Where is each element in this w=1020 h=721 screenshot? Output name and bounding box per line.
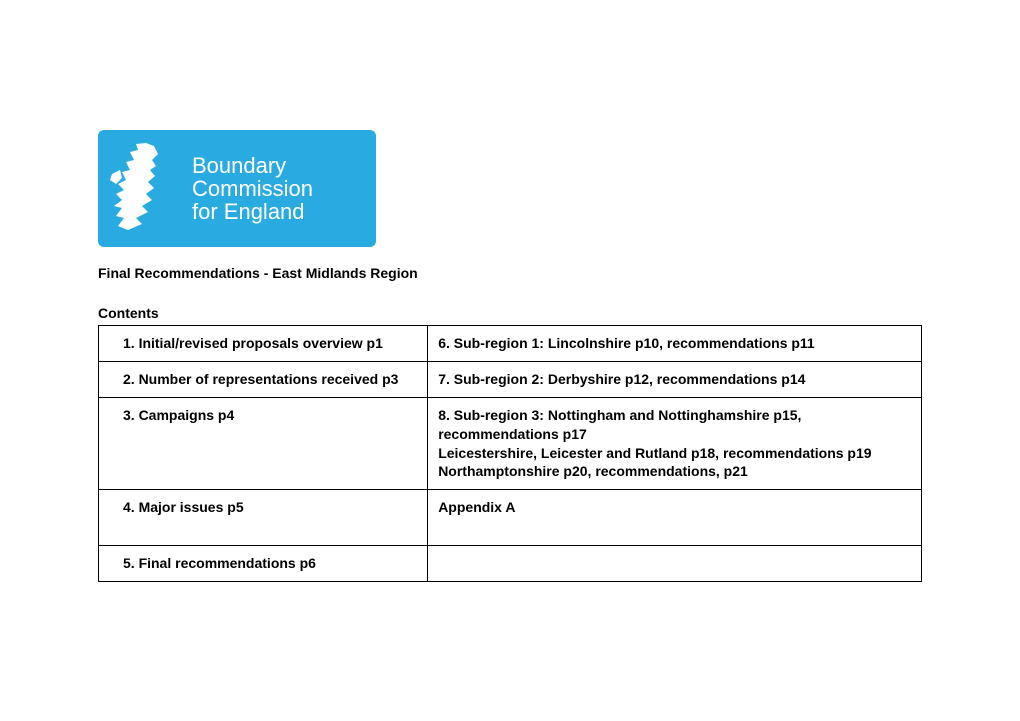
logo-line-2: Commission [192,177,313,200]
logo-line-1: Boundary [192,154,313,177]
table-cell-left: 5. Final recommendations p6 [99,546,428,582]
table-cell-right: 6. Sub-region 1: Lincolnshire p10, recom… [428,326,922,362]
table-cell-left: 4. Major issues p5 [99,490,428,546]
contents-heading: Contents [98,305,922,321]
uk-map-icon [108,140,178,237]
cell-text: Leicestershire, Leicester and Rutland p1… [438,445,871,461]
table-row: 1. Initial/revised proposals overview p1… [99,326,922,362]
cell-text: 1. Initial/revised proposals overview p1 [109,334,383,353]
logo-text: Boundary Commission for England [192,154,313,223]
logo-line-3: for England [192,200,313,223]
table-cell-right: 8. Sub-region 3: Nottingham and Nottingh… [428,397,922,490]
document-title: Final Recommendations - East Midlands Re… [98,265,922,281]
table-cell-right: Appendix A [428,490,922,546]
table-cell-right: 7. Sub-region 2: Derbyshire p12, recomme… [428,361,922,397]
table-cell-right [428,546,922,582]
table-row: 3. Campaigns p4 8. Sub-region 3: Nottingh… [99,397,922,490]
contents-table: 1. Initial/revised proposals overview p1… [98,325,922,582]
cell-text: 8. Sub-region 3: Nottingham and Nottingh… [438,407,801,442]
table-cell-left: 1. Initial/revised proposals overview p1 [99,326,428,362]
table-cell-left: 2. Number of representations received p3 [99,361,428,397]
cell-text: 4. Major issues p5 [109,498,244,517]
cell-text: Appendix A [438,499,515,515]
table-cell-left: 3. Campaigns p4 [99,397,428,490]
table-row: 4. Major issues p5 Appendix A [99,490,922,546]
document-page: Boundary Commission for England Final Re… [0,0,1020,582]
bce-logo: Boundary Commission for England [98,130,376,247]
cell-text: 6. Sub-region 1: Lincolnshire p10, recom… [438,335,815,351]
cell-text: 3. Campaigns p4 [109,406,234,425]
cell-text: 7. Sub-region 2: Derbyshire p12, recomme… [438,371,805,387]
cell-text: Northamptonshire p20, recommendations, p… [438,463,748,479]
table-row: 5. Final recommendations p6 [99,546,922,582]
table-row: 2. Number of representations received p3… [99,361,922,397]
cell-text: 5. Final recommendations p6 [109,554,316,573]
cell-text: 2. Number of representations received p3 [109,370,398,389]
